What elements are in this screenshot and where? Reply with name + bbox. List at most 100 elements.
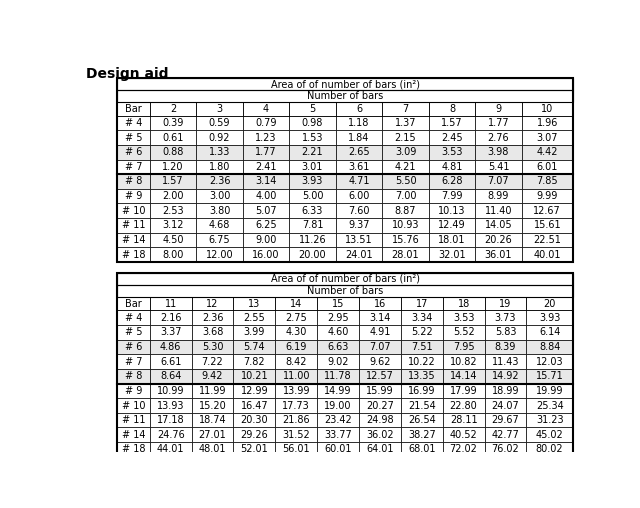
Bar <box>382 174 429 189</box>
Text: 7.81: 7.81 <box>301 220 323 230</box>
Bar <box>150 160 196 174</box>
Text: 36.02: 36.02 <box>366 430 394 440</box>
Text: 24.01: 24.01 <box>345 249 373 260</box>
Bar <box>443 340 484 355</box>
Bar <box>484 384 526 398</box>
Bar <box>382 130 429 145</box>
Text: 5.41: 5.41 <box>488 162 509 172</box>
Text: 7.51: 7.51 <box>411 342 433 352</box>
Bar <box>150 310 191 325</box>
Text: 1.80: 1.80 <box>209 162 230 172</box>
Text: 13.35: 13.35 <box>408 371 436 382</box>
Text: 20.00: 20.00 <box>299 249 326 260</box>
Text: 6.25: 6.25 <box>255 220 277 230</box>
Bar <box>289 203 336 218</box>
Text: 0.39: 0.39 <box>163 118 184 128</box>
Text: 23.42: 23.42 <box>324 415 352 425</box>
Text: 7.22: 7.22 <box>202 357 223 367</box>
Bar <box>317 340 359 355</box>
Bar <box>401 442 443 457</box>
Bar <box>117 203 150 218</box>
Bar <box>117 310 150 325</box>
Bar <box>317 442 359 457</box>
Text: # 14: # 14 <box>122 235 145 245</box>
Bar <box>317 398 359 413</box>
Text: 17.99: 17.99 <box>450 386 477 396</box>
Text: 4.86: 4.86 <box>160 342 181 352</box>
Bar <box>191 442 234 457</box>
Bar <box>476 247 522 262</box>
Bar <box>443 355 484 369</box>
Text: 2.45: 2.45 <box>441 133 463 143</box>
Text: 3: 3 <box>216 104 223 114</box>
Text: Bar: Bar <box>125 104 142 114</box>
Bar <box>429 160 476 174</box>
Text: Design aid: Design aid <box>86 67 169 81</box>
Bar <box>117 398 150 413</box>
Bar <box>196 189 243 203</box>
Bar <box>117 145 150 160</box>
Bar <box>522 218 573 233</box>
Bar <box>275 442 317 457</box>
Text: 44.01: 44.01 <box>157 444 184 455</box>
Bar <box>150 369 191 384</box>
Bar <box>196 145 243 160</box>
Text: 24.76: 24.76 <box>157 430 184 440</box>
Bar <box>117 285 573 297</box>
Text: 7.60: 7.60 <box>348 206 370 216</box>
Bar <box>275 310 317 325</box>
Text: 3.12: 3.12 <box>163 220 184 230</box>
Bar <box>443 413 484 427</box>
Text: 13.93: 13.93 <box>157 400 184 410</box>
Text: # 14: # 14 <box>122 430 145 440</box>
Bar <box>429 247 476 262</box>
Bar <box>522 203 573 218</box>
Text: 1.57: 1.57 <box>441 118 463 128</box>
Bar <box>527 310 573 325</box>
Text: 3.37: 3.37 <box>160 327 181 337</box>
Text: 9.62: 9.62 <box>369 357 390 367</box>
Text: 8.42: 8.42 <box>285 357 307 367</box>
Text: 2.16: 2.16 <box>160 313 181 323</box>
Bar <box>527 340 573 355</box>
Text: 11.40: 11.40 <box>484 206 512 216</box>
Text: 40.01: 40.01 <box>534 249 561 260</box>
Text: 20.26: 20.26 <box>484 235 513 245</box>
Text: 12.49: 12.49 <box>438 220 466 230</box>
Text: 21.54: 21.54 <box>408 400 436 410</box>
Bar <box>234 369 275 384</box>
Bar <box>196 130 243 145</box>
Bar <box>150 247 196 262</box>
Text: 10.93: 10.93 <box>392 220 419 230</box>
Text: Bar: Bar <box>125 299 142 308</box>
Bar <box>234 413 275 427</box>
Bar <box>234 297 275 310</box>
Bar <box>191 369 234 384</box>
Text: 4.68: 4.68 <box>209 220 230 230</box>
Bar <box>243 203 289 218</box>
Text: 1.37: 1.37 <box>395 118 416 128</box>
Bar <box>117 273 573 457</box>
Bar <box>191 297 234 310</box>
Text: 18: 18 <box>458 299 470 308</box>
Text: 15.61: 15.61 <box>534 220 561 230</box>
Text: 10.99: 10.99 <box>157 386 184 396</box>
Text: 1.18: 1.18 <box>348 118 370 128</box>
Bar <box>117 78 573 262</box>
Text: 10.82: 10.82 <box>450 357 477 367</box>
Bar <box>336 218 382 233</box>
Bar <box>289 130 336 145</box>
Text: 13.51: 13.51 <box>345 235 373 245</box>
Text: 2.36: 2.36 <box>209 176 230 186</box>
Text: 3.14: 3.14 <box>255 176 276 186</box>
Text: 18.99: 18.99 <box>492 386 519 396</box>
Text: 2.53: 2.53 <box>162 206 184 216</box>
Bar <box>117 130 150 145</box>
Text: 7.07: 7.07 <box>488 176 509 186</box>
Bar <box>289 247 336 262</box>
Text: 14: 14 <box>290 299 302 308</box>
Text: 8.39: 8.39 <box>495 342 516 352</box>
Text: 7: 7 <box>403 104 408 114</box>
Bar <box>359 384 401 398</box>
Bar <box>359 369 401 384</box>
